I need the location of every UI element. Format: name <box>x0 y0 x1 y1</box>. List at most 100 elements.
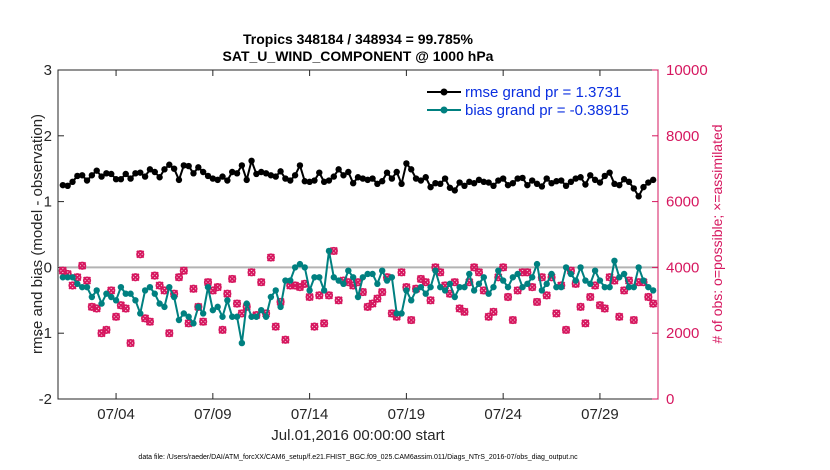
obs-assimilated-point <box>552 309 561 318</box>
rmse-point <box>262 170 270 177</box>
bias-point <box>412 287 420 294</box>
obs-possible-point <box>174 273 184 282</box>
bias-point <box>224 297 231 304</box>
rmse-point <box>151 168 158 176</box>
y-tick-label-right: 8000 <box>666 128 699 145</box>
bias-point <box>437 283 444 291</box>
bias-point <box>528 274 536 281</box>
rmse-point <box>587 172 594 179</box>
rmse-point <box>272 173 279 180</box>
rmse-point <box>117 176 125 183</box>
obs-assimilated-point <box>281 335 290 344</box>
obs-possible-point <box>305 292 314 302</box>
rmse-point <box>296 162 304 169</box>
bias-point <box>141 287 149 294</box>
obs-possible-point <box>503 292 513 302</box>
y-tick-label: 1 <box>44 194 52 211</box>
obs-assimilated-point <box>223 289 232 298</box>
y-tick-label: 0 <box>44 259 52 276</box>
obs-possible-point <box>523 268 532 277</box>
obs-possible-point <box>223 289 232 298</box>
obs-possible-point <box>92 304 101 313</box>
bias-point <box>103 290 110 297</box>
obs-possible-point <box>126 338 135 348</box>
obs-possible-point <box>552 309 561 318</box>
rmse-series <box>59 157 657 200</box>
rmse-point <box>74 172 81 180</box>
rmse-point <box>345 168 352 176</box>
bias-point <box>64 274 71 281</box>
bias-point <box>330 274 338 281</box>
bias-point <box>388 274 396 281</box>
obs-assimilated-point <box>131 273 140 282</box>
bias-point <box>524 280 531 288</box>
bias-point <box>267 293 275 301</box>
bias-point <box>69 274 76 281</box>
obs-possible-point <box>615 312 624 321</box>
y-tick-label-right: 10000 <box>666 62 708 79</box>
rmse-point <box>412 175 420 182</box>
bias-point <box>316 274 323 281</box>
obs-possible-point <box>324 291 334 300</box>
bias-point <box>301 264 308 271</box>
bias-point <box>214 303 221 311</box>
rmse-point <box>108 170 115 178</box>
obs-assimilated-point <box>324 291 334 300</box>
rmse-point <box>291 172 299 179</box>
obs-assimilated-point <box>426 296 435 305</box>
bias-point <box>78 283 86 291</box>
obs-possible-point <box>629 315 638 325</box>
obs-assimilated-point <box>179 266 188 275</box>
obs-assimilated-point <box>649 299 658 308</box>
bias-point <box>170 293 178 301</box>
bias-point <box>74 280 81 288</box>
rmse-point <box>166 161 173 168</box>
bias-point <box>137 310 144 317</box>
x-tick-label: 07/04 <box>97 406 135 423</box>
bias-point <box>572 277 579 284</box>
rmse-point <box>146 166 154 173</box>
obs-assimilated-point <box>315 291 324 300</box>
obs-possible-point <box>121 304 130 313</box>
rmse-point <box>558 177 565 184</box>
bias-point <box>519 283 526 291</box>
x-tick-label: 07/14 <box>291 406 329 423</box>
obs-possible-point <box>542 291 551 300</box>
rmse-point <box>83 177 91 184</box>
obs-assimilated-point <box>145 317 154 326</box>
obs-assimilated-point <box>644 292 653 302</box>
rmse-point <box>645 179 652 186</box>
obs-assimilated-point <box>421 278 430 287</box>
obs-assimilated-point <box>189 284 198 293</box>
bias-point <box>645 283 652 291</box>
rmse-point <box>514 175 521 182</box>
rmse-point <box>606 169 613 176</box>
bias-point <box>175 316 183 324</box>
rmse-point <box>354 174 362 181</box>
rmse-point <box>199 168 207 176</box>
y-axis-label: rmse and bias (model - observation) <box>29 114 46 354</box>
rmse-point <box>577 174 584 181</box>
rmse-point <box>127 175 134 182</box>
rmse-point <box>553 178 560 185</box>
obs-assimilated-point <box>174 273 184 282</box>
bias-point <box>499 277 507 284</box>
y-axis-right: 0 2000 4000 6000 8000 10000 <box>652 62 708 408</box>
obs-possible-point <box>460 307 469 316</box>
obs-assimilated-point <box>136 250 145 259</box>
rmse-point <box>495 177 502 184</box>
rmse-point <box>243 176 250 184</box>
bias-point <box>291 264 299 271</box>
bias-point <box>383 277 391 284</box>
obs-assimilated-point <box>271 322 280 331</box>
rmse-point <box>209 175 217 182</box>
bias-point <box>277 303 284 311</box>
rmse-point <box>572 175 579 182</box>
y-tick-label: -2 <box>39 391 52 408</box>
bias-point <box>132 297 139 304</box>
rmse-point <box>378 178 386 185</box>
obs-possible-point <box>82 276 92 285</box>
rmse-point <box>78 172 86 179</box>
bias-point <box>354 293 362 301</box>
